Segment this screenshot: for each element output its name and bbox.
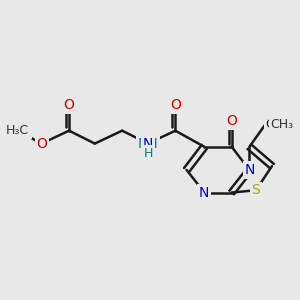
Text: O: O	[170, 98, 181, 112]
Text: NH: NH	[138, 136, 158, 151]
Text: H: H	[144, 147, 153, 160]
Text: N: N	[143, 136, 153, 151]
Text: O: O	[64, 98, 74, 112]
Text: O: O	[36, 136, 47, 151]
Text: CH3: CH3	[266, 118, 292, 131]
Text: N: N	[199, 185, 209, 200]
Text: N: N	[244, 163, 255, 177]
Text: O: O	[36, 136, 47, 151]
Text: CH₃: CH₃	[270, 118, 293, 131]
Text: N: N	[199, 185, 209, 200]
Text: S: S	[251, 183, 260, 197]
Text: O: O	[226, 114, 237, 128]
Text: H₃C: H₃C	[6, 124, 29, 137]
Text: O: O	[170, 98, 181, 112]
Text: O: O	[64, 98, 74, 112]
Text: S: S	[251, 183, 260, 197]
Text: N: N	[244, 163, 255, 177]
Text: H3C: H3C	[4, 124, 31, 137]
Text: O: O	[226, 114, 237, 128]
